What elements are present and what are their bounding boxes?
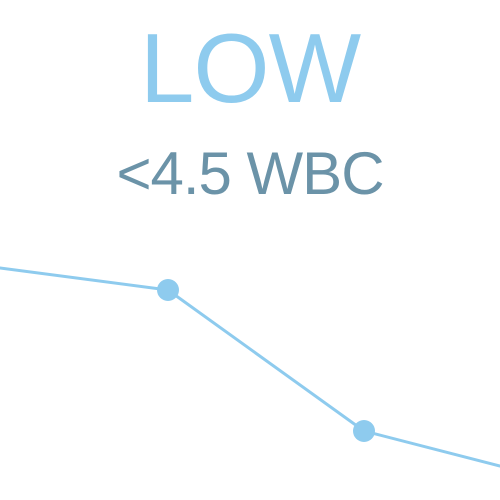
trend-point — [157, 279, 179, 301]
trend-line — [0, 266, 500, 468]
trend-point — [353, 420, 375, 442]
threshold-label: <4.5 WBC — [116, 140, 384, 207]
trend-points — [157, 279, 375, 442]
status-label: LOW — [139, 13, 361, 123]
